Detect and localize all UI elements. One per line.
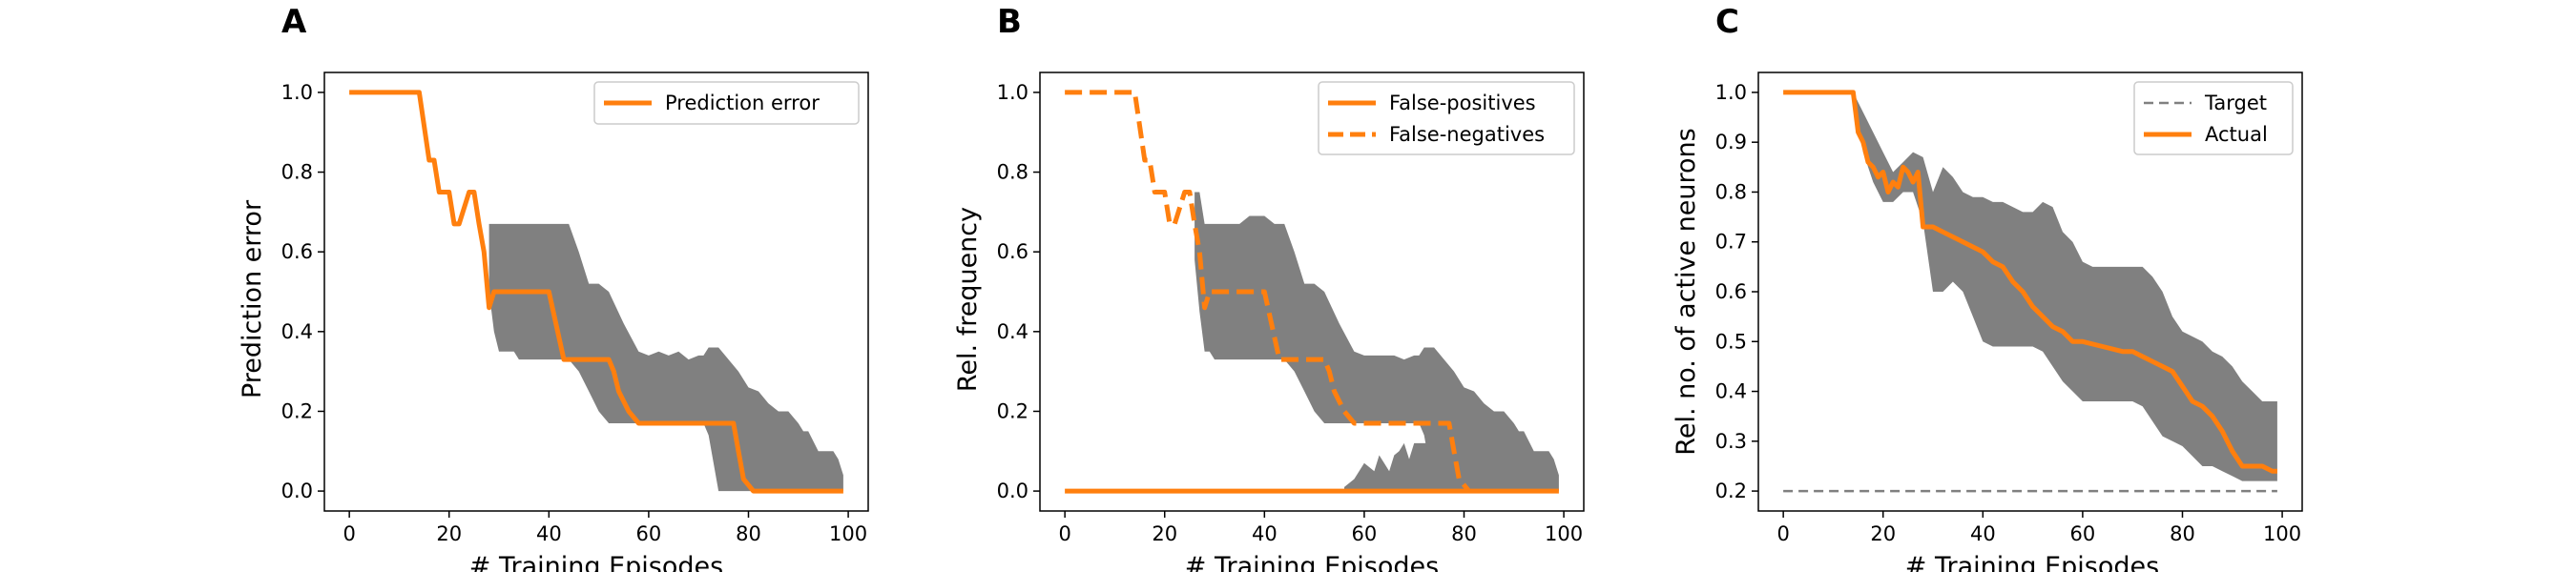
panel-a-legend: Prediction error [593, 81, 860, 125]
panel-b-y-tick-label: 0.6 [997, 240, 1028, 263]
panel-b-x-tick-label: 40 [1252, 522, 1278, 545]
panel-b-y-tick-label: 0.2 [997, 399, 1028, 422]
panel-a-x-tick-label: 80 [736, 522, 761, 545]
panel-c-y-tick-label: 0.6 [1715, 280, 1747, 303]
panel-c-y-tick-label: 1.0 [1715, 81, 1747, 104]
panel-c-y-tick-label: 0.7 [1715, 231, 1747, 254]
panel-b-legend-label-false-positives: False-positives [1389, 92, 1536, 114]
panel-b-x-tick-label: 0 [1058, 522, 1070, 545]
panel-c-x-tick-label: 100 [2263, 522, 2301, 545]
panel-c-x-axis-label: # Training Episodes [1905, 552, 2159, 572]
panel-b-axes-frame [1039, 72, 1585, 512]
panel-a-letter: A [281, 3, 307, 41]
panel-b-x-tick-label: 60 [1352, 522, 1378, 545]
panel-c-legend: Target Actual [2133, 81, 2294, 155]
panel-a-y-axis-label: Prediction error [238, 199, 267, 398]
panel-b-y-tick-label: 0.0 [997, 480, 1028, 502]
panel-c-series-actual [1783, 90, 2277, 474]
panel-a-x-tick-label: 20 [436, 522, 462, 545]
panel-b-y-tick-label: 0.8 [997, 161, 1028, 184]
panel-c-x-tick-label: 0 [1776, 522, 1789, 545]
panel-c: C Rel. no. of active neurons # Training … [1672, 3, 2303, 572]
panel-b-y-tick-label: 1.0 [997, 81, 1028, 104]
panel-b-band-0 [1195, 192, 1559, 492]
panel-a-y-tick-label: 0.2 [281, 399, 313, 422]
panel-b: B Rel. frequency # Training Episodes 0 20… [953, 3, 1585, 572]
panel-c-y-axis-label: Rel. no. of active neurons [1672, 128, 1701, 455]
panel-c-y-tick-label: 0.8 [1715, 180, 1747, 203]
panel-a-legend-label-prediction-error: Prediction error [665, 92, 820, 114]
panel-b-x-tick-label: 100 [1545, 522, 1583, 545]
panel-a-x-tick-label: 40 [536, 522, 562, 545]
panel-a-y-tick-label: 0.4 [281, 320, 313, 343]
panel-a-y-tick-label: 0.6 [281, 240, 313, 263]
panel-c-x-tick-label: 60 [2070, 522, 2096, 545]
panel-b-plot-area [1065, 90, 1559, 494]
panel-b-legend: False-positives False-negatives [1318, 81, 1575, 155]
panel-a-x-axis-label: # Training Episodes [469, 552, 723, 572]
panel-a-y-tick-label: 1.0 [281, 81, 313, 104]
panel-c-y-tick-label: 0.2 [1715, 480, 1747, 502]
panel-c-x-tick-label: 20 [1870, 522, 1896, 545]
panel-a-x-tick-label: 0 [343, 522, 355, 545]
panel-c-plot-area [1783, 90, 2277, 493]
panel-c-band-0 [1853, 92, 2277, 481]
panel-c-legend-label-target: Target [2204, 92, 2267, 114]
panel-b-x-tick-label: 80 [1451, 522, 1477, 545]
panel-b-legend-label-false-negatives: False-negatives [1389, 123, 1545, 146]
panel-b-y-tick-label: 0.4 [997, 320, 1028, 343]
panel-b-band-1 [1344, 427, 1559, 492]
panel-a-y-tick-label: 0.0 [281, 480, 313, 502]
panel-a-x-tick-label: 60 [636, 522, 662, 545]
panel-c-letter: C [1715, 3, 1739, 41]
panel-a-y-tick-label: 0.8 [281, 161, 313, 184]
panel-a-axes-frame [323, 72, 869, 512]
panel-b-letter: B [997, 3, 1022, 41]
panel-c-x-tick-label: 40 [1970, 522, 1996, 545]
panel-c-x-tick-label: 80 [2170, 522, 2195, 545]
panel-a-plot-area [349, 90, 843, 494]
panel-b-x-axis-label: # Training Episodes [1185, 552, 1439, 572]
panel-b-legend-box [1318, 81, 1575, 155]
panel-a-x-tick-label: 100 [829, 522, 867, 545]
panel-c-y-tick-label: 0.9 [1715, 131, 1747, 153]
panel-c-y-tick-label: 0.5 [1715, 330, 1747, 353]
panel-a-legend-box [593, 81, 860, 125]
panel-c-y-tick-label: 0.3 [1715, 430, 1747, 453]
panel-b-x-tick-label: 20 [1152, 522, 1177, 545]
panel-b-series-false-negatives [1065, 90, 1471, 493]
panel-c-y-tick-label: 0.4 [1715, 380, 1747, 403]
panel-b-y-axis-label: Rel. frequency [953, 207, 983, 392]
panel-a-series-prediction-error [349, 90, 843, 494]
panel-c-legend-label-actual: Actual [2205, 123, 2268, 146]
panel-a: A Prediction error # Training Episodes 0… [238, 3, 869, 572]
panel-a-band-0 [488, 223, 843, 492]
